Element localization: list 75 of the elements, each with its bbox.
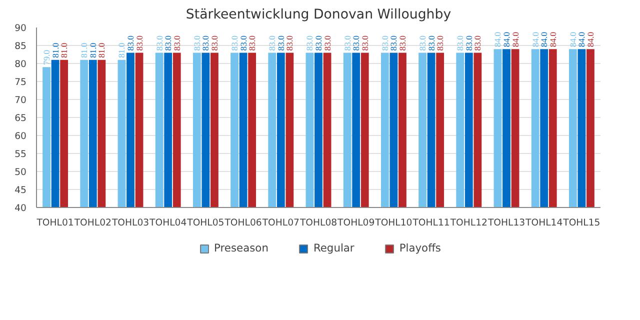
data-label: 84.0: [492, 32, 503, 48]
x-tick-label: TOHL01: [36, 218, 74, 228]
x-tick-label: TOHL15: [562, 218, 600, 228]
y-tick-label: 55: [14, 149, 27, 160]
data-label: 83.0: [209, 36, 220, 51]
data-label: 83.0: [314, 36, 324, 51]
x-tick-label: TOHL12: [449, 218, 488, 228]
data-label: 83.0: [247, 36, 258, 51]
data-label: 83.0: [304, 36, 315, 51]
data-label: 83.0: [322, 36, 332, 51]
y-tick-label: 40: [14, 203, 27, 214]
y-tick-label: 65: [14, 113, 27, 124]
x-tick-label: TOHL07: [261, 218, 300, 228]
data-label: 83.0: [192, 36, 202, 51]
data-label: 84.0: [576, 32, 587, 48]
data-label: 81.0: [116, 42, 127, 58]
data-label: 83.0: [284, 36, 295, 51]
data-label: 83.0: [134, 36, 144, 51]
data-label: 84.0: [510, 32, 520, 48]
x-tick-label: TOHL13: [486, 218, 526, 228]
x-tick-label: TOHL03: [110, 218, 150, 228]
data-label: 81.0: [88, 42, 98, 58]
data-label: 83.0: [154, 36, 164, 51]
data-label: 81.0: [96, 42, 107, 58]
x-tick-label: TOHL08: [298, 218, 338, 228]
x-tick-label: TOHL06: [224, 218, 262, 228]
data-label: 81.0: [79, 42, 90, 58]
data-label: 83.0: [238, 36, 248, 51]
y-tick-label: 90: [14, 23, 27, 34]
data-label: 84.0: [530, 32, 540, 48]
x-tick-label: TOHL05: [186, 218, 224, 228]
data-label: 83.0: [267, 36, 278, 51]
y-tick-label: 85: [14, 41, 27, 52]
data-label: 83.0: [435, 36, 446, 51]
y-tick-label: 70: [14, 95, 27, 106]
data-label: 83.0: [418, 36, 428, 51]
data-label: 83.0: [397, 36, 408, 51]
x-tick-label: TOHL14: [524, 218, 563, 228]
data-label: 83.0: [342, 36, 352, 51]
y-tick-label: 50: [14, 167, 27, 178]
data-label: 84.0: [548, 32, 558, 48]
y-tick-label: 80: [14, 59, 27, 70]
data-label: 83.0: [230, 36, 240, 51]
y-tick-label: 45: [14, 185, 27, 196]
data-label: 84.0: [539, 32, 550, 48]
y-tick-label: 60: [14, 131, 27, 142]
legend-label: Regular: [313, 242, 354, 254]
data-label: 83.0: [426, 36, 436, 51]
data-label: 84.0: [502, 32, 512, 48]
data-label: 81.0: [59, 42, 70, 58]
x-tick-label: TOHL04: [148, 218, 187, 228]
y-tick-label: 75: [14, 77, 27, 88]
x-tick-label: TOHL11: [412, 218, 450, 228]
data-label: 84.0: [585, 32, 596, 48]
data-label: 83.0: [380, 36, 390, 51]
data-label: 83.0: [472, 36, 483, 51]
data-label: 83.0: [388, 36, 399, 51]
legend-label: Preseason: [214, 242, 268, 254]
data-label: 84.0: [568, 32, 578, 48]
data-label: 83.0: [172, 36, 182, 51]
x-tick-label: TOHL09: [336, 218, 375, 228]
data-label: 83.0: [360, 36, 370, 51]
legend-label: Playoffs: [399, 242, 441, 254]
data-label: 83.0: [163, 36, 174, 51]
x-tick-label: TOHL02: [73, 218, 112, 228]
data-label: 83.0: [351, 36, 362, 51]
x-tick-label: TOHL10: [374, 218, 412, 228]
data-label: 83.0: [200, 36, 211, 51]
chart-title: Stärkeentwicklung Donovan Willoughby: [186, 8, 452, 22]
data-label: 83.0: [126, 36, 136, 51]
data-label: 83.0: [464, 36, 474, 51]
data-label: 83.0: [455, 36, 466, 51]
data-label: 81.0: [50, 42, 60, 58]
data-label: 83.0: [276, 36, 286, 51]
data-label: 79.0: [42, 50, 52, 66]
